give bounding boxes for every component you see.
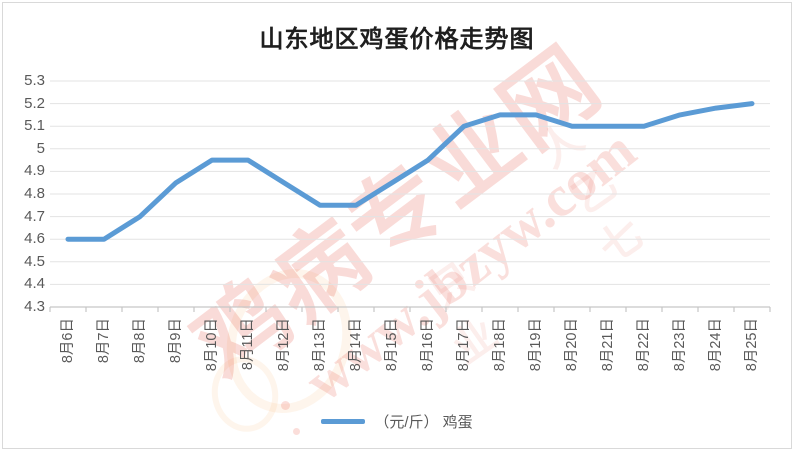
x-axis-tick-label: 8月13日 <box>312 318 328 372</box>
x-axis-tick-label: 8月8日 <box>132 318 148 364</box>
x-axis-tick-label: 8月9日 <box>168 318 184 364</box>
x-axis-tick-label: 8月15日 <box>384 318 400 372</box>
x-axis-tick-label: 8月7日 <box>96 318 112 364</box>
legend-label: （元/斤） 鸡蛋 <box>374 414 473 431</box>
chart-title: 山东地区鸡蛋价格走势图 <box>259 27 535 53</box>
legend: （元/斤） 鸡蛋 <box>0 411 794 432</box>
y-axis-tick-label: 4.4 <box>24 275 45 293</box>
x-axis-tick-label: 8月23日 <box>672 318 688 372</box>
x-axis-tick-label: 8月25日 <box>744 318 760 372</box>
x-axis-tick-label: 8月12日 <box>276 318 292 372</box>
legend-line-marker <box>321 419 366 424</box>
x-axis-tick-label: 8月21日 <box>600 318 616 372</box>
egg-price-series-line <box>65 101 755 242</box>
y-axis-tick-label: 5.3 <box>24 72 45 89</box>
y-axis-tick-label: 4.8 <box>24 185 45 202</box>
y-axis-tick-label: 4.3 <box>24 298 45 315</box>
x-axis-tick-label: 8月18日 <box>492 318 508 372</box>
x-axis-tick-label: 8月17日 <box>456 318 472 372</box>
y-axis-tick-label: 5.1 <box>24 117 45 135</box>
x-axis-tick-label: 8月16日 <box>420 318 436 372</box>
y-axis-tick-label: 4.9 <box>24 162 45 180</box>
y-axis-tick-label: 5.2 <box>24 94 45 112</box>
x-axis-tick-label: 8月10日 <box>204 318 220 372</box>
y-axis-tick-label: 5 <box>36 139 45 157</box>
x-axis-tick-label: 8月20日 <box>564 318 580 372</box>
y-axis-tick-label: 4.7 <box>24 207 45 225</box>
x-axis-tick-label: 8月6日 <box>60 318 76 364</box>
y-axis-tick-label: 4.6 <box>24 230 45 248</box>
x-axis-tick-label: 8月22日 <box>636 318 652 372</box>
x-axis-tick-label: 8月19日 <box>528 318 544 372</box>
x-axis-tick-label: 8月14日 <box>348 318 364 372</box>
y-axis-tick-label: 4.5 <box>24 252 45 270</box>
x-axis-tick-label: 8月11日 <box>240 318 256 371</box>
x-axis-tick-label: 8月24日 <box>708 318 724 372</box>
